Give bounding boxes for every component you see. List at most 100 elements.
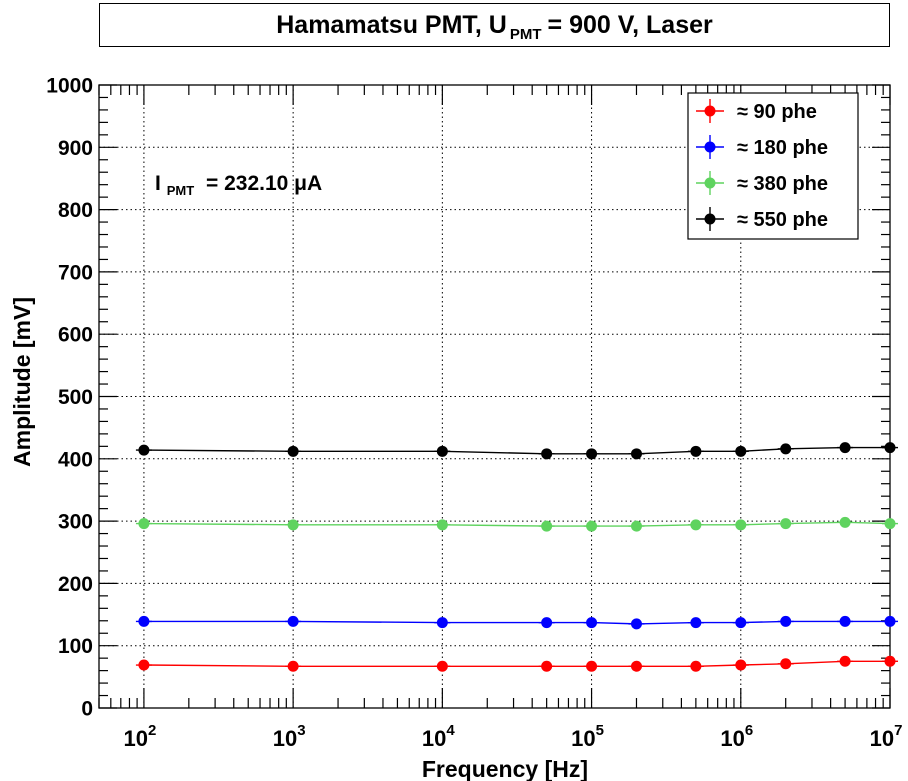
data-point [287, 615, 299, 627]
legend-swatch-marker [704, 177, 716, 189]
y-tick-label: 400 [58, 448, 93, 471]
chart-title-subscript: PMT [509, 25, 542, 43]
x-tick-label: 103 [273, 722, 306, 751]
data-point [586, 520, 598, 532]
x-axis-label: Frequency [Hz] [422, 756, 588, 781]
x-tick-label-base: 10 [124, 726, 148, 751]
data-point [138, 659, 150, 671]
x-tick-label-base: 10 [422, 726, 446, 751]
data-point [287, 519, 299, 531]
data-point [735, 617, 747, 629]
data-point [690, 660, 702, 672]
x-tick-label-base: 10 [571, 726, 595, 751]
data-point [287, 445, 299, 457]
data-point [884, 655, 896, 667]
y-tick-label: 200 [58, 573, 93, 596]
y-tick-label: 1000 [46, 75, 93, 98]
data-point [586, 617, 598, 629]
x-tick-label: 102 [124, 722, 157, 751]
legend-swatch-marker [704, 141, 716, 153]
annotation: I PMT = 232.10 μA [155, 172, 322, 200]
chart-title-prefix: Hamamatsu PMT, U [276, 10, 507, 39]
x-tick-label-base: 10 [720, 726, 744, 751]
data-point [780, 518, 792, 530]
data-point [541, 660, 553, 672]
series [135, 442, 898, 672]
x-tick-label: 105 [571, 722, 604, 751]
legend-swatch-marker [704, 105, 716, 117]
x-tick-label-exponent: 3 [297, 722, 305, 739]
annotation-value: = 232.10 μA [206, 172, 322, 195]
data-point [884, 442, 896, 454]
y-tick-label: 600 [58, 324, 93, 347]
x-tick-label-exponent: 6 [745, 722, 753, 739]
data-point [690, 617, 702, 629]
y-tick-label: 700 [58, 261, 93, 284]
x-tick-label-base: 10 [273, 726, 297, 751]
y-tick-label: 300 [58, 511, 93, 534]
data-point [735, 659, 747, 671]
x-tick-label: 106 [720, 722, 753, 751]
data-point [839, 615, 851, 627]
chart-title-suffix: = 900 V, Laser [547, 10, 713, 39]
data-point [630, 660, 642, 672]
data-point [735, 445, 747, 457]
data-point [839, 442, 851, 454]
data-point [839, 516, 851, 528]
data-point [541, 448, 553, 460]
data-point [138, 518, 150, 530]
x-tick-label-exponent: 2 [148, 722, 156, 739]
data-point [138, 615, 150, 627]
current-annotation: I PMT = 232.10 μA [155, 172, 322, 200]
data-point [735, 519, 747, 531]
y-tick-label: 500 [58, 386, 93, 409]
data-point [630, 448, 642, 460]
x-tick-label: 107 [870, 722, 903, 751]
data-point [630, 618, 642, 630]
data-point [884, 518, 896, 530]
data-point [839, 655, 851, 667]
data-point [780, 658, 792, 670]
y-tick-label: 0 [81, 698, 93, 721]
data-point [586, 660, 598, 672]
data-point [780, 443, 792, 455]
data-point [436, 617, 448, 629]
legend-entry-label: ≈ 380 phe [737, 173, 828, 195]
data-series [135, 655, 898, 672]
annotation-subscript: PMT [167, 183, 195, 198]
legend-entry-label: ≈ 90 phe [737, 101, 817, 123]
x-tick-label-exponent: 4 [446, 722, 455, 739]
data-point [586, 448, 598, 460]
y-tick-label: 900 [58, 137, 93, 160]
data-point [287, 660, 299, 672]
y-tick-label: 800 [58, 199, 93, 222]
x-tick-label-base: 10 [870, 726, 894, 751]
y-tick-label: 100 [58, 635, 93, 658]
data-point [690, 519, 702, 531]
legend-entry-label: ≈ 550 phe [737, 209, 828, 231]
data-point [138, 444, 150, 456]
data-point [541, 520, 553, 532]
axis-ticks [98, 84, 891, 709]
x-tick-label-exponent: 7 [894, 722, 902, 739]
data-point [780, 615, 792, 627]
legend-entry-label: ≈ 180 phe [737, 137, 828, 159]
x-tick-label-exponent: 5 [596, 722, 604, 739]
annotation-symbol: I [155, 172, 161, 195]
chart-title: Hamamatsu PMT, U PMT = 900 V, Laser [99, 3, 890, 47]
data-point [884, 615, 896, 627]
data-point [436, 660, 448, 672]
x-tick-label: 104 [422, 722, 455, 751]
data-point [541, 617, 553, 629]
data-series [135, 442, 898, 460]
data-point [630, 520, 642, 532]
legend-swatch-marker [704, 213, 716, 225]
data-series [135, 615, 898, 630]
grid [99, 85, 891, 708]
legend-box [687, 92, 859, 240]
data-point [690, 445, 702, 457]
y-axis-label: Amplitude [mV] [9, 297, 35, 467]
data-series [135, 516, 898, 532]
